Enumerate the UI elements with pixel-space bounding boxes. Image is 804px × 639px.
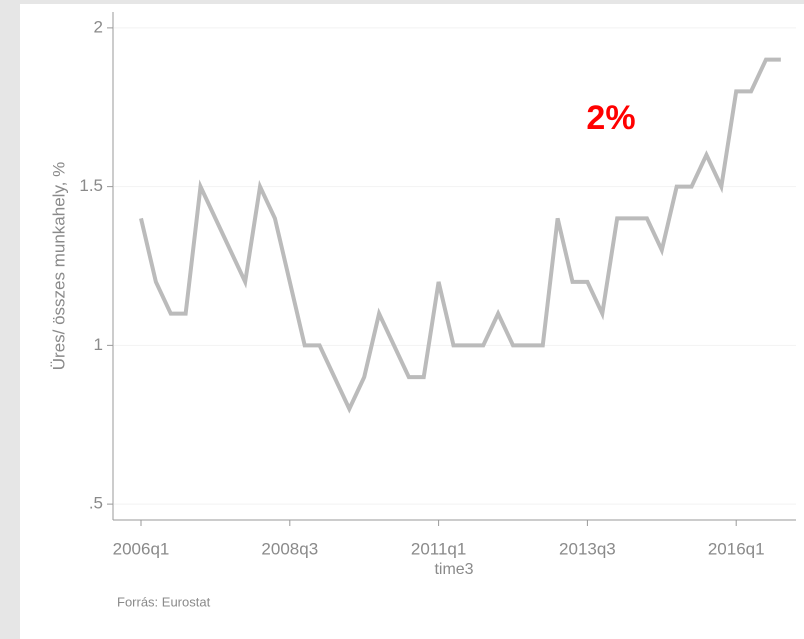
source: Forrás: Eurostat xyxy=(117,594,211,609)
x-tick-label: 2016q1 xyxy=(708,539,765,558)
background xyxy=(20,4,804,639)
y-tick-label: .5 xyxy=(89,494,103,513)
y-axis-label: Üres/ összes munkahely, % xyxy=(49,162,68,370)
x-axis-label: time3 xyxy=(434,561,473,578)
x-tick-label: 2011q1 xyxy=(411,539,466,558)
x-tick-label: 2013q3 xyxy=(559,539,616,558)
y-tick-label: 1.5 xyxy=(79,176,103,195)
line-series xyxy=(139,57,781,414)
annotation: 2% xyxy=(586,99,635,137)
y-tick-label: 1 xyxy=(94,335,103,354)
x-tick-label: 2006q1 xyxy=(113,539,170,558)
x-tick-label: 2008q3 xyxy=(261,539,318,558)
y-tick-label: 2 xyxy=(94,17,103,36)
